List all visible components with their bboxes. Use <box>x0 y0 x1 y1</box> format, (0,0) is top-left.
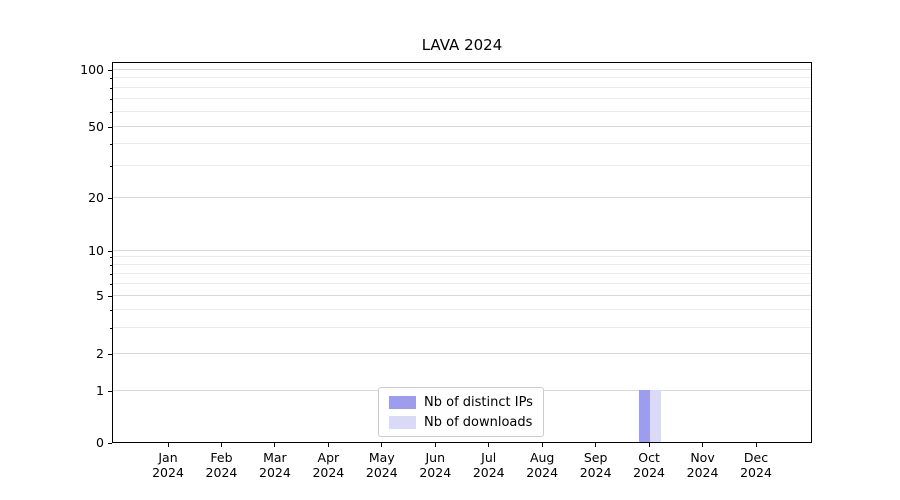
x-tick <box>648 443 650 447</box>
y-minor-tick <box>110 257 112 259</box>
gridline-minor <box>113 165 811 167</box>
x-tick-label-apr: Apr 2024 <box>312 450 345 480</box>
y-tick-label: 0 <box>96 435 104 450</box>
y-minor-tick <box>110 309 112 311</box>
y-minor-tick <box>110 327 112 329</box>
y-minor-tick <box>110 143 112 145</box>
gridline-minor <box>113 142 811 144</box>
gridline-minor <box>113 77 811 79</box>
x-tick <box>220 443 222 447</box>
x-tick <box>541 443 543 447</box>
x-tick-label-oct: Oct 2024 <box>633 450 665 480</box>
y-tick-label: 2 <box>96 346 104 361</box>
y-tick-label: 5 <box>96 288 104 303</box>
bar-nb-of-distinct-ips <box>639 390 651 442</box>
x-tick-label-jul: Jul 2024 <box>472 450 505 480</box>
y-minor-tick <box>110 273 112 275</box>
y-tick <box>108 197 112 199</box>
gridline-major <box>113 125 811 127</box>
y-tick <box>108 390 112 392</box>
legend-swatch-downloads <box>389 415 416 429</box>
x-tick-label-aug: Aug 2024 <box>526 450 559 480</box>
x-tick <box>381 443 383 447</box>
gridline-minor <box>113 110 811 112</box>
y-minor-tick <box>110 98 112 100</box>
y-minor-tick <box>110 111 112 113</box>
x-tick-label-feb: Feb 2024 <box>205 450 238 480</box>
bar-nb-of-downloads <box>650 390 662 442</box>
y-minor-tick <box>110 78 112 80</box>
x-tick-label-nov: Nov 2024 <box>686 450 719 480</box>
gridline-minor <box>113 326 811 328</box>
y-tick <box>108 250 112 252</box>
y-tick-label: 10 <box>88 243 104 258</box>
y-tick <box>108 126 112 128</box>
x-tick <box>595 443 597 447</box>
y-minor-tick <box>110 283 112 285</box>
y-tick <box>108 442 112 444</box>
y-tick <box>108 295 112 297</box>
gridline-minor <box>113 256 811 258</box>
y-tick <box>108 69 112 71</box>
gridline-major <box>113 196 811 198</box>
x-tick <box>434 443 436 447</box>
x-tick-label-sep: Sep 2024 <box>579 450 612 480</box>
legend-swatch-distinct-ips <box>389 395 416 409</box>
gridline-minor <box>113 282 811 284</box>
gridline-major <box>113 352 811 354</box>
gridline-minor <box>113 97 811 99</box>
y-tick-label: 1 <box>96 383 104 398</box>
legend-label-distinct-ips: Nb of distinct IPs <box>424 394 533 410</box>
gridline-major <box>113 249 811 251</box>
gridline-major <box>113 294 811 296</box>
legend-entry-distinct-ips: Nb of distinct IPs <box>389 394 533 410</box>
gridline-major <box>113 68 811 70</box>
x-tick-label-dec: Dec 2024 <box>740 450 772 480</box>
legend-entry-downloads: Nb of downloads <box>389 414 533 430</box>
x-tick-label-jan: Jan 2024 <box>152 450 184 480</box>
gridline-minor <box>113 272 811 274</box>
plot-area: Nb of distinct IPs Nb of downloads <box>112 62 812 443</box>
gridline-minor <box>113 308 811 310</box>
gridline-minor <box>113 86 811 88</box>
y-tick <box>108 353 112 355</box>
y-tick-label: 100 <box>80 62 104 77</box>
legend: Nb of distinct IPs Nb of downloads <box>378 387 544 437</box>
x-tick <box>755 443 757 447</box>
y-tick-label: 50 <box>88 119 104 134</box>
x-tick <box>274 443 276 447</box>
x-tick <box>702 443 704 447</box>
y-minor-tick <box>110 166 112 168</box>
x-tick-label-mar: Mar 2024 <box>259 450 291 480</box>
legend-label-downloads: Nb of downloads <box>424 414 533 430</box>
chart-title: LAVA 2024 <box>421 36 503 54</box>
x-tick <box>488 443 490 447</box>
y-tick-label: 20 <box>88 190 104 205</box>
x-tick <box>167 443 169 447</box>
x-tick-label-may: May 2024 <box>365 450 398 480</box>
gridline-minor <box>113 264 811 265</box>
x-tick-label-jun: Jun 2024 <box>419 450 452 480</box>
y-minor-tick <box>110 87 112 89</box>
y-minor-tick <box>110 264 112 266</box>
x-tick <box>327 443 329 447</box>
